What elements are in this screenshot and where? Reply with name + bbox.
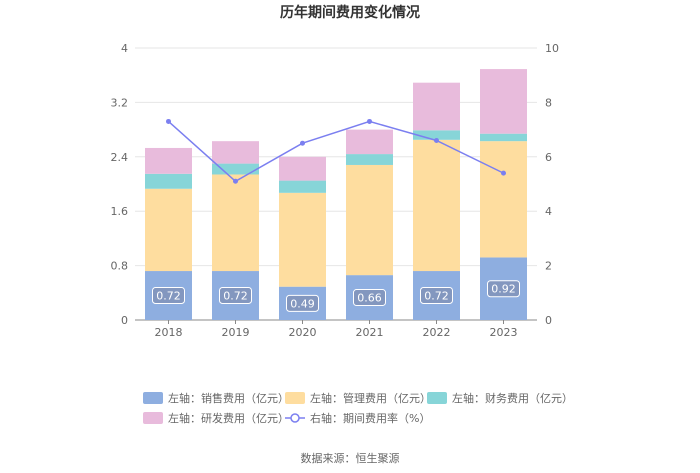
bar-segment [279, 192, 326, 287]
right-tick-label: 2 [545, 260, 552, 273]
legend-swatch [143, 412, 163, 424]
left-tick-label: 0.8 [111, 260, 129, 273]
legend-label: 左轴：管理费用（亿元） [310, 391, 431, 405]
x-tick-label: 2022 [423, 326, 451, 339]
legend-item[interactable]: 左轴：销售费用（亿元） [143, 391, 289, 405]
left-tick-label: 2.4 [111, 151, 129, 164]
bar-segment [279, 180, 326, 193]
grid-lines [135, 47, 537, 321]
left-tick-label: 4 [121, 42, 128, 55]
bar-segment [480, 141, 527, 258]
legend-item[interactable]: 右轴：期间费用率（%） [285, 411, 430, 425]
bar-segment [413, 130, 460, 140]
bar-segment [346, 154, 393, 165]
right-tick-label: 4 [545, 205, 552, 218]
line-point [367, 118, 372, 124]
bar-label-bg [286, 294, 319, 312]
legend-item[interactable]: 左轴：研发费用（亿元） [143, 411, 289, 425]
x-tick-label: 2023 [490, 326, 518, 339]
bar-data-labels: 0.72 0.72 0.49 0.66 0.72 0.92 [152, 280, 520, 312]
line-point [166, 118, 171, 124]
right-tick-label: 10 [545, 42, 559, 55]
bar-segment [413, 139, 460, 272]
bar-segment [145, 147, 192, 174]
left-axis-ticks: 0 0.8 1.6 2.4 3.2 4 [111, 42, 129, 327]
left-tick-label: 1.6 [111, 205, 129, 218]
chart-title: 历年期间费用变化情况 [280, 4, 420, 21]
x-tick-label: 2020 [289, 326, 317, 339]
legend[interactable]: 左轴：销售费用（亿元） 左轴：管理费用（亿元） 左轴：财务费用（亿元） 左轴：研发费用… [143, 391, 573, 425]
legend-label: 左轴：销售费用（亿元） [168, 391, 289, 405]
legend-label: 右轴：期间费用率（%） [310, 411, 430, 425]
bar-segment [346, 164, 393, 276]
bar-label: 0.72 [156, 290, 181, 303]
bar-label-bg [152, 287, 185, 305]
legend-circle-marker [290, 413, 300, 423]
bar-label-bg [219, 287, 252, 305]
bar-series [145, 69, 527, 320]
bar-label: 0.92 [491, 283, 516, 296]
x-axis-ticks: 2018 2019 2020 2021 2022 2023 [155, 320, 518, 339]
data-source: 数据来源：恒生聚源 [301, 451, 400, 465]
right-tick-label: 0 [545, 314, 552, 327]
x-tick-label: 2019 [222, 326, 250, 339]
bar-label: 0.72 [223, 290, 248, 303]
x-tick-label: 2018 [155, 326, 183, 339]
bar-segment [413, 82, 460, 131]
line-point [434, 137, 439, 143]
legend-label: 左轴：研发费用（亿元） [168, 411, 289, 425]
line-point [300, 140, 305, 146]
x-tick-label: 2021 [356, 326, 384, 339]
bar-segment [346, 129, 393, 155]
legend-label: 左轴：财务费用（亿元） [452, 391, 573, 405]
line-series [166, 118, 506, 184]
bar-segment [480, 133, 527, 142]
bar-segment [145, 188, 192, 272]
right-tick-label: 6 [545, 151, 552, 164]
bar-segment [212, 141, 259, 164]
bar-label-bg [353, 289, 386, 307]
left-tick-label: 3.2 [111, 96, 129, 109]
bar-segment [480, 69, 527, 134]
bar-segment [279, 156, 326, 181]
line-point [501, 170, 506, 176]
legend-item[interactable]: 左轴：管理费用（亿元） [285, 391, 431, 405]
bar-segment [212, 163, 259, 175]
bar-label: 0.66 [357, 292, 382, 305]
right-tick-label: 8 [545, 96, 552, 109]
legend-swatch [143, 392, 163, 404]
legend-swatch [427, 392, 447, 404]
bar-segment [212, 174, 259, 272]
left-tick-label: 0 [121, 314, 128, 327]
line-point [233, 178, 238, 184]
right-axis-ticks: 0 2 4 6 8 10 [545, 42, 559, 327]
bar-label: 0.49 [290, 297, 315, 310]
bar-label: 0.72 [424, 290, 449, 303]
bar-label-bg [420, 287, 453, 305]
bar-segment [145, 173, 192, 189]
bar-label-bg [487, 280, 520, 298]
legend-swatch [285, 392, 305, 404]
legend-item[interactable]: 左轴：财务费用（亿元） [427, 391, 573, 405]
line-path [168, 120, 504, 183]
